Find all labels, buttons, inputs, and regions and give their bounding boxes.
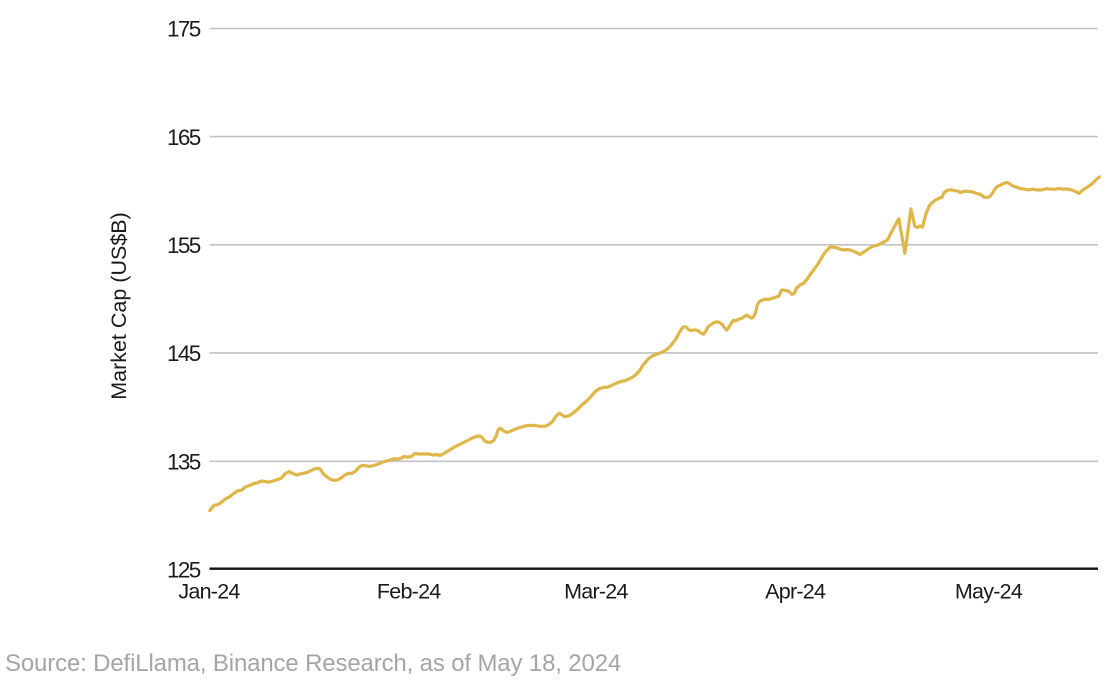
svg-text:175: 175 [167, 17, 201, 42]
svg-text:Source: DefiLlama, Binance Res: Source: DefiLlama, Binance Research, as … [5, 650, 621, 677]
svg-text:165: 165 [167, 125, 201, 150]
svg-text:135: 135 [167, 450, 201, 475]
svg-text:125: 125 [167, 558, 201, 583]
svg-text:Market Cap (US$B): Market Cap (US$B) [107, 212, 131, 400]
svg-text:145: 145 [167, 341, 201, 366]
svg-text:Mar-24: Mar-24 [564, 580, 628, 604]
svg-text:Jan-24: Jan-24 [178, 580, 240, 604]
svg-text:Apr-24: Apr-24 [765, 580, 826, 604]
svg-text:Feb-24: Feb-24 [377, 580, 441, 604]
svg-text:155: 155 [167, 233, 201, 258]
svg-text:May-24: May-24 [955, 580, 1023, 604]
